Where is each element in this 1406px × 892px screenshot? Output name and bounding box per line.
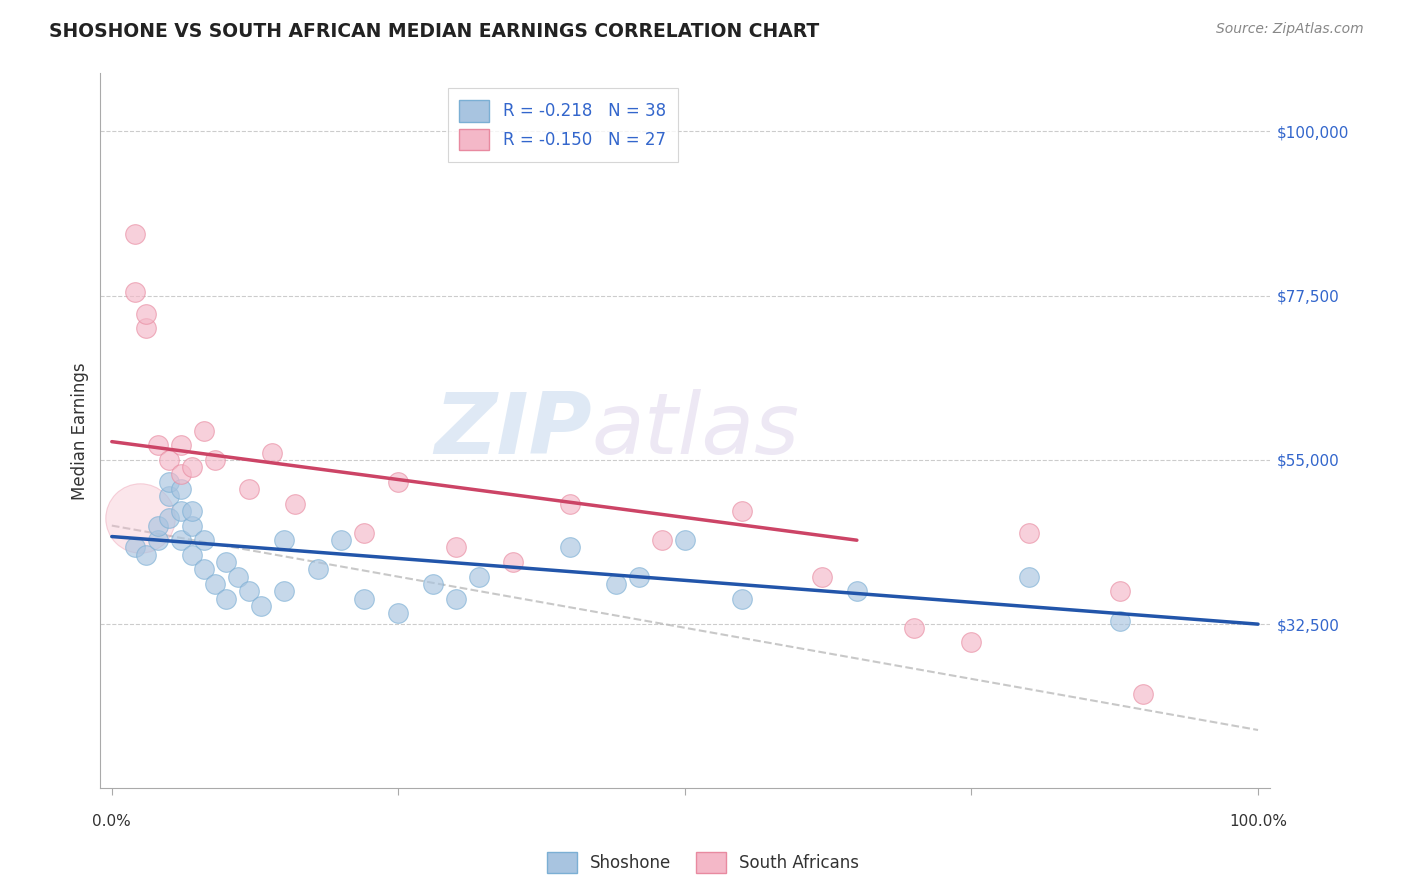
Point (146, 518, 169, 533)
Point (181, 460, 204, 475)
Point (560, 541, 582, 555)
Point (811, 570, 834, 584)
Point (673, 533, 696, 548)
Point (129, 511, 152, 525)
Legend: R = -0.218   N = 38, R = -0.150   N = 27: R = -0.218 N = 38, R = -0.150 N = 27 (447, 88, 678, 162)
Point (387, 606, 409, 620)
Point (124, 227, 146, 241)
Point (1018, 525, 1040, 540)
Text: ZIP: ZIP (434, 389, 592, 472)
Point (238, 584, 260, 599)
Point (1109, 614, 1132, 628)
Text: SHOSHONE VS SOUTH AFRICAN MEDIAN EARNINGS CORRELATION CHART: SHOSHONE VS SOUTH AFRICAN MEDIAN EARNING… (49, 22, 820, 41)
Point (444, 541, 467, 555)
Point (181, 504, 204, 518)
Point (444, 591, 467, 606)
Point (181, 518, 204, 533)
Point (226, 570, 249, 584)
Point (1018, 570, 1040, 584)
Point (135, 321, 157, 335)
Point (157, 453, 180, 467)
Text: atlas: atlas (592, 389, 800, 472)
Point (284, 497, 307, 511)
Point (124, 285, 146, 299)
Point (169, 533, 191, 548)
Point (273, 584, 295, 599)
Point (731, 504, 754, 518)
Text: Source: ZipAtlas.com: Source: ZipAtlas.com (1216, 22, 1364, 37)
Point (651, 533, 673, 548)
Point (135, 548, 157, 562)
Point (353, 591, 375, 606)
Point (628, 570, 651, 584)
Point (169, 482, 191, 496)
Point (169, 504, 191, 518)
Point (146, 533, 169, 548)
Point (1132, 686, 1154, 700)
Legend: Shoshone, South Africans: Shoshone, South Africans (540, 846, 866, 880)
Point (193, 533, 215, 548)
Text: 0.0%: 0.0% (93, 814, 131, 829)
Point (250, 599, 273, 613)
Point (181, 548, 204, 562)
Point (1109, 584, 1132, 599)
Y-axis label: Median Earnings: Median Earnings (72, 362, 89, 500)
Point (215, 591, 238, 606)
Point (273, 533, 295, 548)
Point (146, 438, 169, 452)
Point (169, 467, 191, 482)
Point (169, 438, 191, 452)
Point (204, 453, 226, 467)
Point (353, 525, 375, 540)
Point (157, 489, 180, 503)
Point (262, 445, 284, 459)
Point (307, 562, 329, 576)
Point (502, 555, 524, 569)
Point (960, 635, 983, 649)
Point (330, 533, 353, 548)
Text: 100.0%: 100.0% (1229, 814, 1286, 829)
Point (422, 577, 444, 591)
Point (193, 424, 215, 438)
Point (238, 482, 260, 496)
Point (157, 475, 180, 489)
Point (135, 307, 157, 321)
Point (467, 570, 489, 584)
Point (193, 562, 215, 576)
Point (605, 577, 627, 591)
Point (387, 475, 409, 489)
Point (903, 621, 925, 635)
Point (215, 555, 238, 569)
Point (204, 577, 226, 591)
Point (124, 541, 146, 555)
Point (560, 497, 582, 511)
Point (845, 584, 868, 599)
Point (157, 511, 180, 525)
Point (731, 591, 754, 606)
